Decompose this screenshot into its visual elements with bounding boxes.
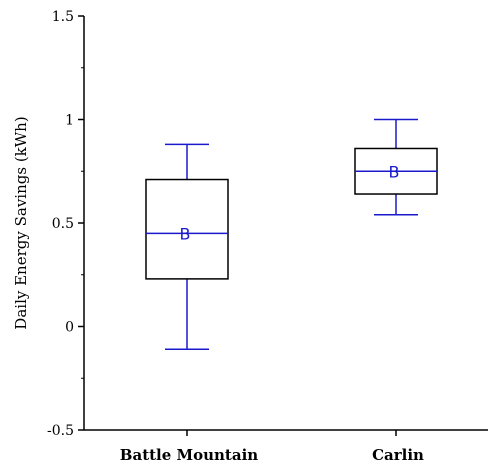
- y-tick-label: 0: [65, 320, 74, 336]
- box-series: BB: [145, 118, 438, 351]
- y-tick-label: 0.5: [52, 216, 74, 232]
- y-tick-label: 1: [65, 113, 74, 129]
- median-group-letter: B: [180, 224, 191, 243]
- y-tick-label: -0.5: [47, 423, 74, 439]
- y-ticks: -0.5 0 0.5 1 1.5: [47, 9, 84, 439]
- x-tick-label: Battle Mountain: [120, 446, 258, 464]
- x-tick-labels: Battle Mountain Carlin: [120, 430, 424, 464]
- iqr-box: [145, 178, 229, 280]
- median-group-letter: B: [389, 162, 400, 181]
- x-tick-label: Carlin: [372, 446, 424, 464]
- y-tick-label: 1.5: [52, 9, 74, 25]
- y-axis-label: Daily Energy Savings (kWh): [12, 116, 30, 329]
